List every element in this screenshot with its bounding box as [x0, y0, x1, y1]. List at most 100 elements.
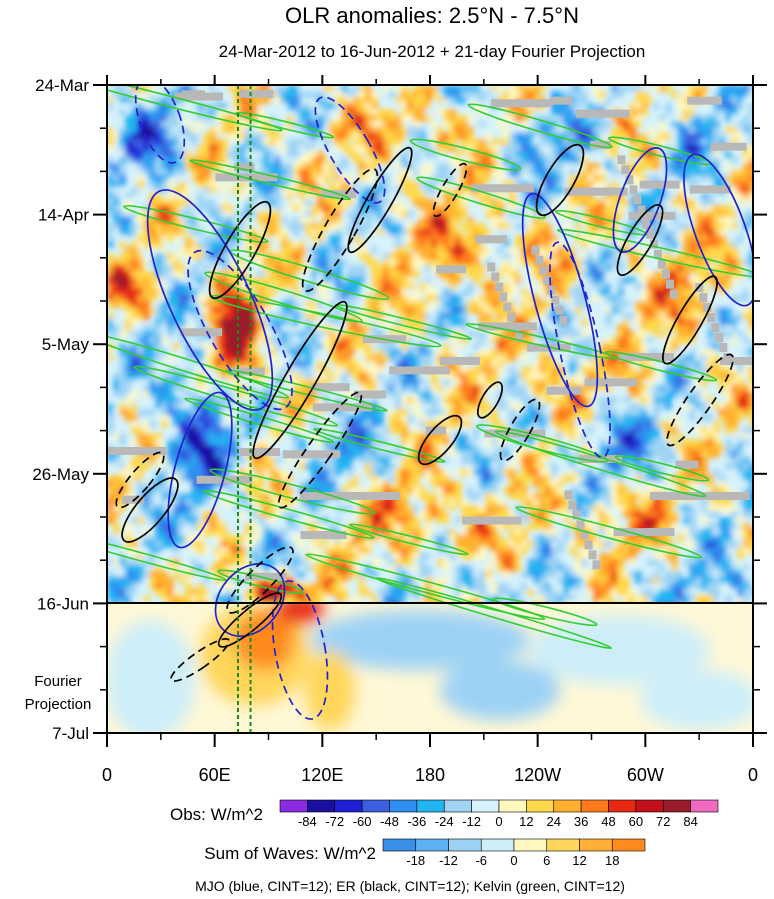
obs-cell	[455, 127, 462, 134]
obs-cell	[209, 421, 216, 428]
obs-cell	[377, 127, 384, 134]
obs-cell	[743, 211, 750, 218]
obs-cell	[503, 403, 510, 410]
obs-cell	[467, 325, 474, 332]
obs-cell	[455, 217, 462, 224]
obs-cell	[419, 331, 426, 338]
obs-cell	[509, 355, 516, 362]
obs-cell	[431, 253, 438, 260]
obs-cell	[599, 175, 606, 182]
obs-cell	[365, 433, 372, 440]
obs-cell	[191, 433, 198, 440]
obs-cell	[371, 205, 378, 212]
obs-cell	[161, 103, 168, 110]
obs-cell	[401, 205, 408, 212]
obs-cell	[143, 373, 150, 380]
obs-cell	[431, 277, 438, 284]
obs-cell	[521, 193, 528, 200]
obs-cell	[677, 259, 684, 266]
obs-cell	[233, 283, 240, 290]
obs-cell	[437, 133, 444, 140]
obs-cell	[365, 211, 372, 218]
obs-cell	[557, 181, 564, 188]
obs-cell	[527, 295, 534, 302]
obs-cell	[479, 205, 486, 212]
obs-cell	[683, 247, 690, 254]
obs-cell	[707, 211, 714, 218]
obs-cell	[611, 295, 618, 302]
obs-cell	[317, 439, 324, 446]
obs-cell	[581, 283, 588, 290]
obs-cell	[347, 367, 354, 374]
obs-cell	[659, 127, 666, 134]
obs-cell	[143, 235, 150, 242]
obs-cell	[545, 157, 552, 164]
obs-cell	[665, 121, 672, 128]
obs-cell	[161, 139, 168, 146]
obs-cell	[509, 301, 516, 308]
obs-cell	[389, 415, 396, 422]
obs-cell	[137, 331, 144, 338]
obs-cell	[425, 325, 432, 332]
obs-cell	[317, 211, 324, 218]
obs-cell	[515, 115, 522, 122]
obs-cell	[173, 169, 180, 176]
obs-cell	[179, 247, 186, 254]
obs-cell	[221, 127, 228, 134]
obs-cell	[323, 115, 330, 122]
obs-cell	[665, 253, 672, 260]
obs-cell	[167, 127, 174, 134]
obs-cell	[695, 373, 702, 380]
obs-cell	[305, 241, 312, 248]
obs-cell	[341, 97, 348, 104]
obs-cell	[113, 301, 120, 308]
obs-cell	[383, 271, 390, 278]
obs-cell	[341, 373, 348, 380]
obs-cell	[317, 235, 324, 242]
obs-cell	[455, 199, 462, 206]
obs-cell	[743, 157, 750, 164]
obs-cell	[395, 379, 402, 386]
obs-cell	[389, 355, 396, 362]
obs-cell	[605, 349, 612, 356]
obs-cell	[299, 109, 306, 116]
obs-cell	[719, 277, 726, 284]
obs-cell	[257, 151, 264, 158]
obs-cell	[245, 139, 252, 146]
obs-cell	[731, 415, 738, 422]
obs-cell	[611, 133, 618, 140]
obs-cell	[305, 385, 312, 392]
obs-cell	[281, 307, 288, 314]
obs-cell	[293, 385, 300, 392]
obs-cell	[215, 217, 222, 224]
obs-cell	[239, 427, 246, 434]
obs-cell	[323, 397, 330, 404]
obs-cell	[473, 241, 480, 248]
obs-cell	[299, 121, 306, 128]
obs-cell	[575, 103, 582, 110]
obs-cell	[305, 403, 312, 410]
obs-cell	[419, 241, 426, 248]
obs-cell	[707, 223, 714, 230]
obs-cell	[233, 241, 240, 248]
obs-cell	[251, 133, 258, 140]
obs-cell	[161, 337, 168, 344]
obs-cell	[353, 133, 360, 140]
obs-cell	[557, 427, 564, 434]
obs-cell	[563, 403, 570, 410]
obs-cell	[173, 205, 180, 212]
obs-cell	[473, 421, 480, 428]
obs-cell	[395, 289, 402, 296]
obs-cell	[245, 235, 252, 242]
obs-cell	[353, 115, 360, 122]
obs-cell	[701, 235, 708, 242]
obs-cell	[137, 127, 144, 134]
obs-cell	[455, 253, 462, 260]
obs-cell	[119, 265, 126, 272]
obs-cell	[413, 91, 420, 98]
obs-cell	[215, 127, 222, 134]
obs-cell	[695, 169, 702, 176]
obs-cell	[539, 121, 546, 128]
obs-cell	[509, 151, 516, 158]
obs-cell	[143, 331, 150, 338]
